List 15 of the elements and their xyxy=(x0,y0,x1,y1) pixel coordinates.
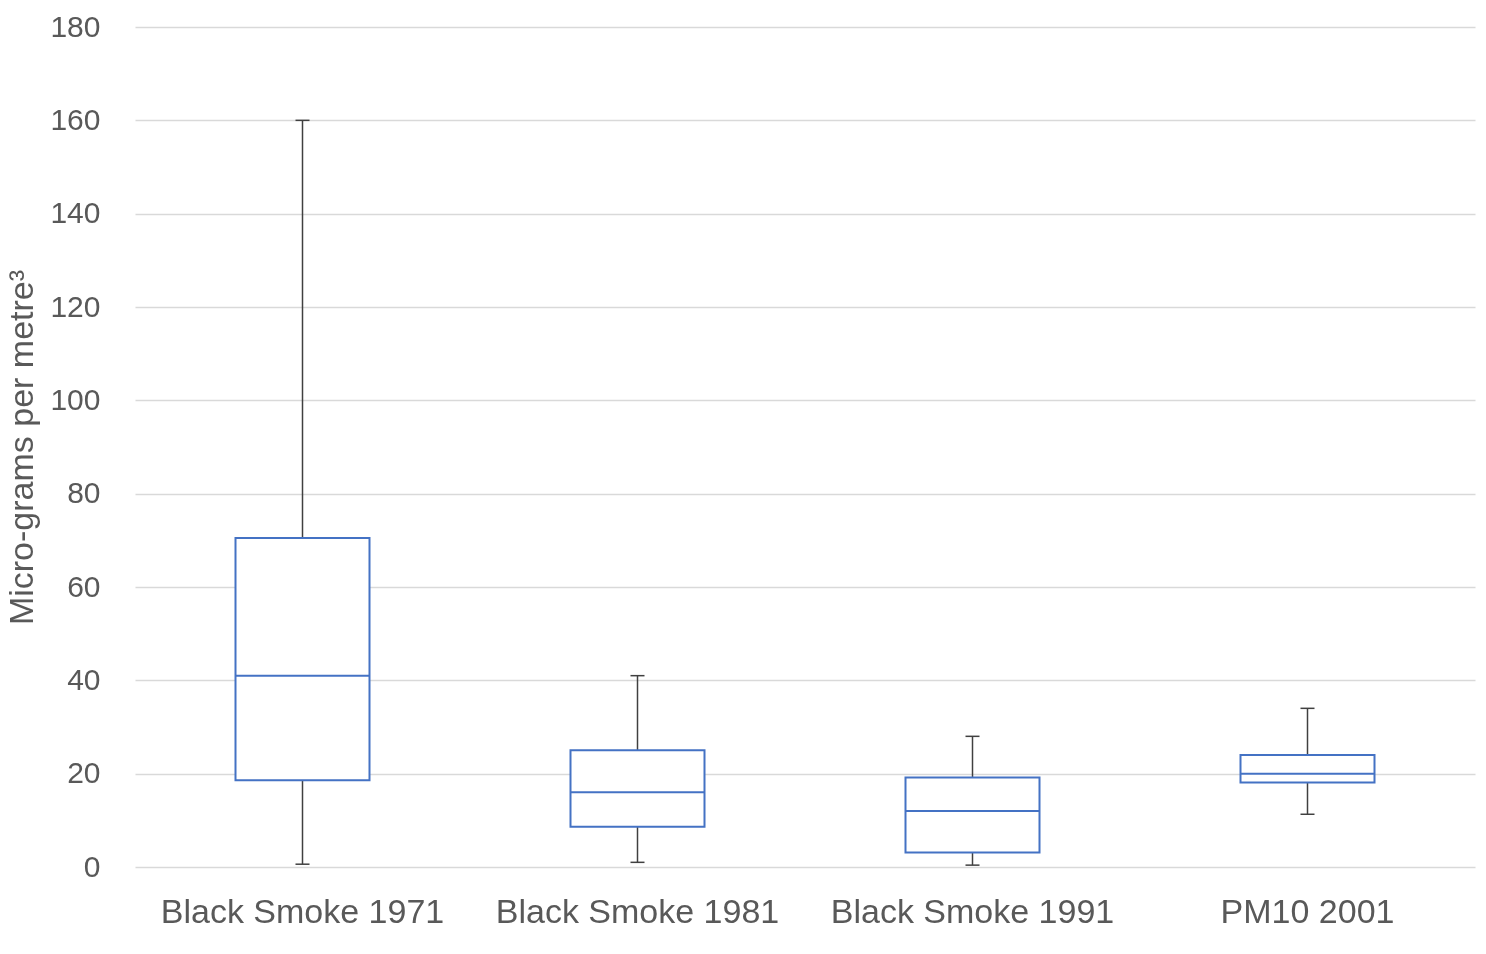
y-tick-label: 20 xyxy=(67,756,101,790)
y-tick-label: 160 xyxy=(50,102,101,136)
y-tick-label: 140 xyxy=(50,196,101,230)
y-tick-label: 80 xyxy=(67,476,101,510)
x-tick-label: Black Smoke 1991 xyxy=(830,891,1115,930)
x-tick-label: Black Smoke 1981 xyxy=(495,891,780,930)
y-tick-label: 100 xyxy=(50,382,101,416)
y-tick-label: 180 xyxy=(50,9,101,43)
y-tick-label: 60 xyxy=(67,569,101,603)
x-tick-label: Black Smoke 1971 xyxy=(160,891,445,930)
y-tick-label: 0 xyxy=(83,849,101,883)
x-tick-label: PM10 2001 xyxy=(1220,891,1395,930)
y-tick-label: 40 xyxy=(67,662,101,696)
y-tick-label: 120 xyxy=(50,289,101,323)
y-axis-title: Micro-grams per metre³ xyxy=(2,269,41,626)
